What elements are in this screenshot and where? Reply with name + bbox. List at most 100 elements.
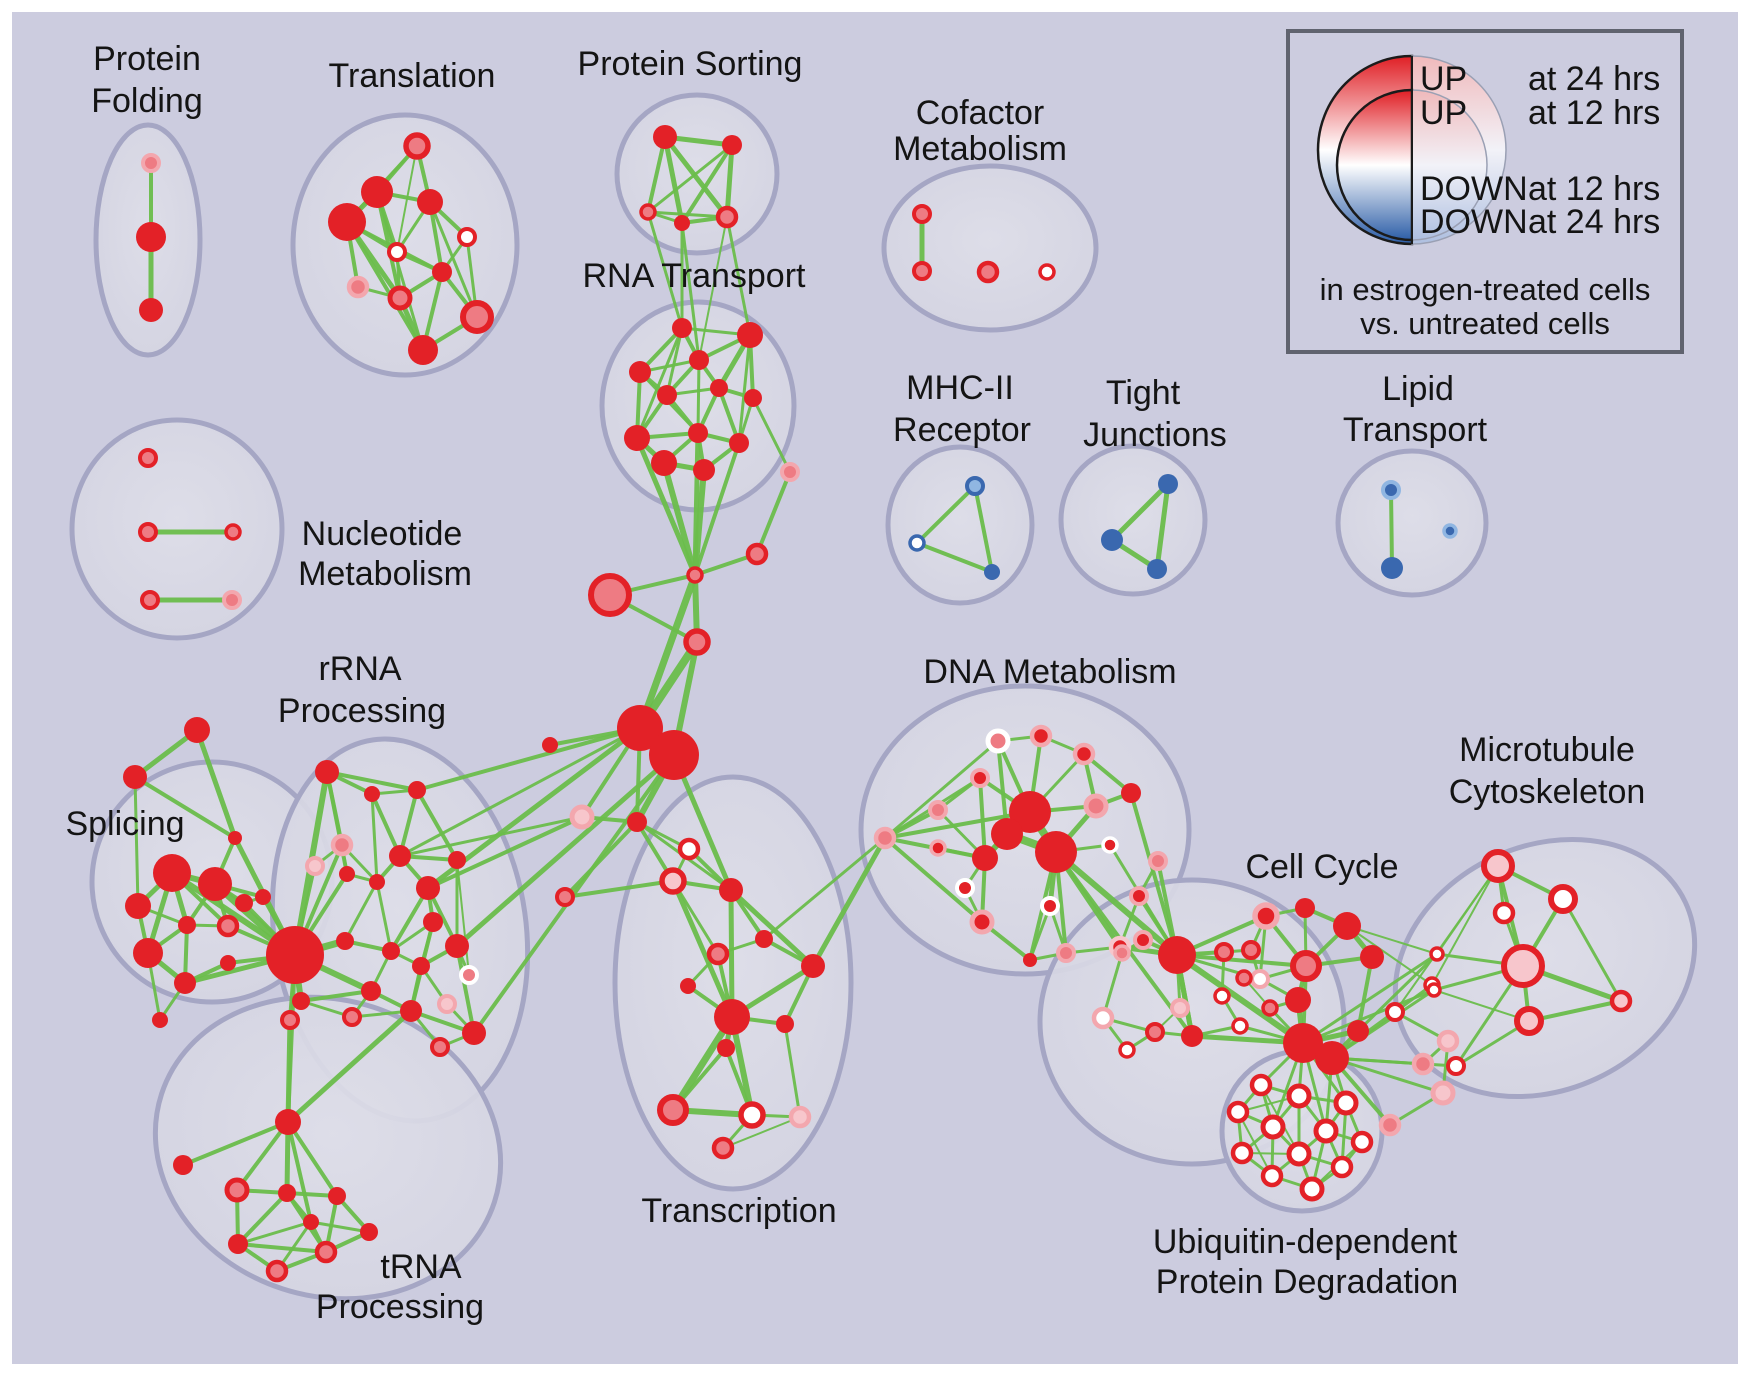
- edge: [1301, 952, 1439, 1045]
- gene-node-60: [437, 994, 457, 1014]
- cluster-ellipse-trna-processing: [152, 994, 504, 1302]
- gene-node-105: [873, 826, 897, 850]
- gene-node-61: [459, 965, 479, 985]
- gene-node-56: [361, 981, 381, 1001]
- gene-node-50: [423, 912, 443, 932]
- gene-node-21: [629, 361, 651, 383]
- gene-node-109: [970, 768, 990, 788]
- gene-node-41: [364, 786, 380, 802]
- gene-node-30: [693, 459, 715, 481]
- cluster-label-cofactor-metabolism-1: Metabolism: [893, 130, 1067, 168]
- edge: [309, 1220, 371, 1234]
- gene-node-131: [1333, 912, 1361, 940]
- gene-node-114: [991, 818, 1023, 850]
- gene-node-165: [1446, 1056, 1466, 1076]
- gene-node-89: [627, 812, 647, 832]
- gene-node-110: [928, 800, 948, 820]
- edge: [783, 1022, 802, 1119]
- edge: [1174, 952, 1306, 1046]
- gene-node-115: [1035, 831, 1077, 873]
- gene-node-171: [1313, 1118, 1339, 1144]
- legend-note-1: vs. untreated cells: [1360, 306, 1610, 341]
- gene-node-8: [387, 242, 407, 262]
- edge: [662, 134, 730, 220]
- gene-node-146: [1113, 944, 1131, 962]
- gene-node-123: [1129, 886, 1149, 906]
- gene-node-104: [711, 1136, 735, 1160]
- gene-node-167: [1286, 1083, 1312, 1109]
- edge: [456, 859, 470, 976]
- cluster-label-dna-metabolism-0: DNA Metabolism: [923, 653, 1176, 691]
- cluster-labels: Protein Folding Translation Protein Sorting…: [65, 40, 1645, 1326]
- edge: [722, 1116, 801, 1149]
- gene-node-38: [542, 737, 558, 753]
- gene-node-154: [1430, 1080, 1456, 1106]
- gene-node-86: [265, 1259, 289, 1283]
- gene-node-173: [1230, 1141, 1254, 1165]
- legend-direction-2: DOWN: [1420, 170, 1528, 208]
- edge: [671, 879, 720, 956]
- gene-node-121: [1040, 896, 1060, 916]
- cluster-label-ubiquitin-degradation-1: Protein Degradation: [1156, 1263, 1458, 1301]
- edge: [370, 792, 379, 884]
- gene-node-159: [1492, 901, 1516, 925]
- gene-node-153: [1436, 1029, 1460, 1053]
- gene-node-98: [714, 999, 750, 1035]
- gene-node-188: [908, 534, 926, 552]
- gene-node-112: [1121, 783, 1141, 803]
- cluster-ellipse-cofactor-metabolism: [881, 163, 1099, 333]
- gene-node-164: [1426, 982, 1442, 998]
- gene-node-160: [1501, 944, 1545, 988]
- edge: [389, 886, 430, 953]
- gene-node-46: [369, 874, 385, 890]
- gene-node-67: [153, 854, 191, 892]
- gene-node-29: [651, 450, 677, 476]
- cluster-ellipse-mhc-ii-receptor: [885, 444, 1035, 606]
- gene-node-100: [717, 1039, 735, 1057]
- gene-node-118: [1101, 836, 1119, 854]
- gene-node-178: [138, 448, 158, 468]
- cluster-label-trna-processing-1: Processing: [316, 1288, 484, 1326]
- gene-node-90: [677, 837, 701, 861]
- edge: [1346, 925, 1433, 986]
- edge: [428, 200, 479, 319]
- gene-node-45: [339, 866, 355, 882]
- cluster-label-tight-junctions-1: Junctions: [1083, 416, 1227, 454]
- gene-node-76: [220, 955, 236, 971]
- gene-node-139: [1213, 987, 1231, 1005]
- gene-node-186: [1038, 263, 1056, 281]
- cluster-label-translation-0: Translation: [329, 57, 496, 95]
- edge: [133, 775, 140, 908]
- gene-node-74: [133, 938, 163, 968]
- gene-node-6: [328, 203, 366, 241]
- gene-node-2: [139, 298, 163, 322]
- edge: [665, 326, 684, 397]
- edge: [1053, 849, 1180, 958]
- gene-node-129: [1252, 902, 1280, 930]
- edge: [325, 770, 419, 792]
- gene-node-150: [1170, 998, 1190, 1018]
- gene-node-144: [1347, 1020, 1369, 1042]
- edge: [1356, 952, 1439, 1033]
- gene-node-119: [1148, 851, 1168, 871]
- edge: [755, 470, 792, 556]
- gene-node-11: [387, 285, 413, 311]
- gene-node-65: [123, 765, 147, 789]
- edge: [375, 880, 393, 953]
- gene-node-151: [1385, 1002, 1405, 1022]
- gene-node-176: [1330, 1155, 1354, 1179]
- edge: [634, 435, 698, 578]
- gene-node-124: [1023, 953, 1037, 967]
- gene-node-28: [729, 433, 749, 453]
- gene-node-128: [1181, 1025, 1203, 1047]
- gene-node-9: [432, 262, 452, 282]
- gene-node-44: [305, 856, 325, 876]
- cluster-label-nucleotide-metabolism-0: Nucleotide: [302, 515, 463, 553]
- edge: [1330, 1056, 1445, 1095]
- gene-node-31: [686, 566, 704, 584]
- edge: [646, 143, 734, 214]
- gene-node-16: [639, 203, 657, 221]
- gene-node-130: [1295, 898, 1315, 918]
